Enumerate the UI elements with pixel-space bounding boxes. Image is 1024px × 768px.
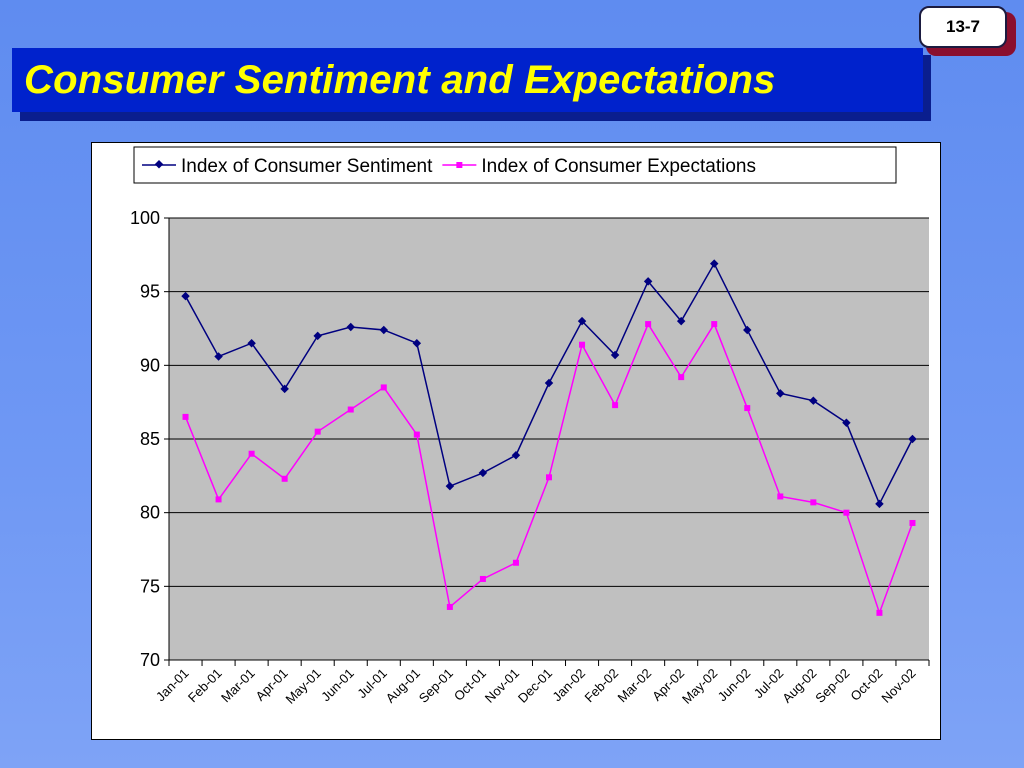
data-point-expectations xyxy=(314,428,321,435)
x-tick-label: Sep-02 xyxy=(812,666,852,706)
x-tick-label: Jun-02 xyxy=(715,666,754,705)
data-point-expectations xyxy=(909,519,916,526)
data-point-expectations xyxy=(347,406,354,413)
data-point-expectations xyxy=(678,374,685,381)
data-point-sentiment xyxy=(181,291,190,301)
data-point-sentiment xyxy=(577,316,587,326)
y-tick-label: 85 xyxy=(140,429,160,449)
y-tick-label: 90 xyxy=(140,355,160,375)
data-point-sentiment xyxy=(379,325,389,335)
y-tick-label: 100 xyxy=(130,208,160,228)
data-point-sentiment xyxy=(643,277,653,286)
data-point-sentiment xyxy=(842,418,851,428)
x-tick-label: May-02 xyxy=(679,666,720,707)
data-point-expectations xyxy=(215,496,222,503)
x-tick-label: Jun-01 xyxy=(318,666,357,705)
data-point-expectations xyxy=(281,475,288,482)
data-point-sentiment xyxy=(214,352,223,361)
x-tick-label: Feb-01 xyxy=(185,666,225,706)
data-point-expectations xyxy=(612,402,619,409)
y-tick-label: 95 xyxy=(140,282,160,302)
data-point-sentiment xyxy=(676,316,686,326)
x-tick-label: Mar-02 xyxy=(615,666,655,706)
data-point-expectations xyxy=(380,384,387,391)
plot-area: 707580859095100Jan-01Feb-01Mar-01Apr-01M… xyxy=(130,208,930,707)
data-point-sentiment xyxy=(247,338,256,348)
data-point-sentiment xyxy=(511,450,521,460)
y-tick-label: 70 xyxy=(140,650,160,670)
y-tick-label: 75 xyxy=(140,576,160,596)
data-point-expectations xyxy=(579,341,586,348)
data-point-expectations xyxy=(479,575,486,582)
data-point-expectations xyxy=(744,405,751,412)
x-tick-label: Sep-01 xyxy=(416,666,456,706)
page-number-badge: 13-7 xyxy=(919,6,1007,48)
legend-label-sentiment: Index of Consumer Sentiment xyxy=(181,156,433,177)
data-point-expectations xyxy=(512,559,519,566)
chart-frame: Index of Consumer Sentiment Index of Con… xyxy=(91,142,941,740)
legend-label-expectations: Index of Consumer Expectations xyxy=(481,156,756,177)
data-point-sentiment xyxy=(346,322,355,332)
x-tick-label: Nov-01 xyxy=(482,666,522,706)
data-point-expectations xyxy=(645,321,652,328)
x-tick-label: Feb-02 xyxy=(581,666,621,706)
legend: Index of Consumer Sentiment Index of Con… xyxy=(133,146,897,184)
title-banner: Consumer Sentiment and Expectations xyxy=(12,48,923,112)
data-point-expectations xyxy=(248,450,255,457)
data-point-sentiment xyxy=(908,434,917,444)
x-tick-label: May-01 xyxy=(283,666,324,707)
x-tick-label: Jan-02 xyxy=(549,666,588,705)
data-point-expectations xyxy=(843,509,850,516)
data-point-sentiment xyxy=(544,378,554,388)
legend-marker-expectations xyxy=(456,162,463,168)
x-tick-label: Mar-01 xyxy=(218,666,258,706)
line-chart: Index of Consumer Sentiment Index of Con… xyxy=(130,146,930,707)
x-tick-label: Dec-01 xyxy=(515,666,555,706)
data-point-expectations xyxy=(777,493,784,500)
data-point-sentiment xyxy=(809,396,818,405)
data-point-expectations xyxy=(546,474,552,481)
data-point-expectations xyxy=(810,499,817,506)
data-point-expectations xyxy=(413,431,420,438)
data-point-sentiment xyxy=(280,384,289,394)
x-tick-label: Nov-02 xyxy=(878,666,918,706)
data-point-sentiment xyxy=(313,331,322,341)
y-tick-label: 80 xyxy=(140,503,160,523)
data-point-expectations xyxy=(182,413,189,420)
x-tick-label: Jan-01 xyxy=(153,666,192,705)
data-point-expectations xyxy=(446,603,453,610)
data-point-expectations xyxy=(876,609,883,616)
data-point-sentiment xyxy=(445,481,455,491)
data-point-sentiment xyxy=(776,389,785,398)
data-point-sentiment xyxy=(743,325,752,335)
data-point-sentiment xyxy=(412,338,422,348)
x-tick-label: Aug-01 xyxy=(383,666,423,706)
x-tick-label: Aug-02 xyxy=(779,666,819,706)
data-point-expectations xyxy=(711,321,718,328)
page-number: 13-7 xyxy=(945,17,981,36)
legend-box xyxy=(133,146,897,184)
data-point-sentiment xyxy=(875,499,884,509)
slide-title: Consumer Sentiment and Expectations xyxy=(24,57,776,102)
data-point-sentiment xyxy=(478,468,488,478)
